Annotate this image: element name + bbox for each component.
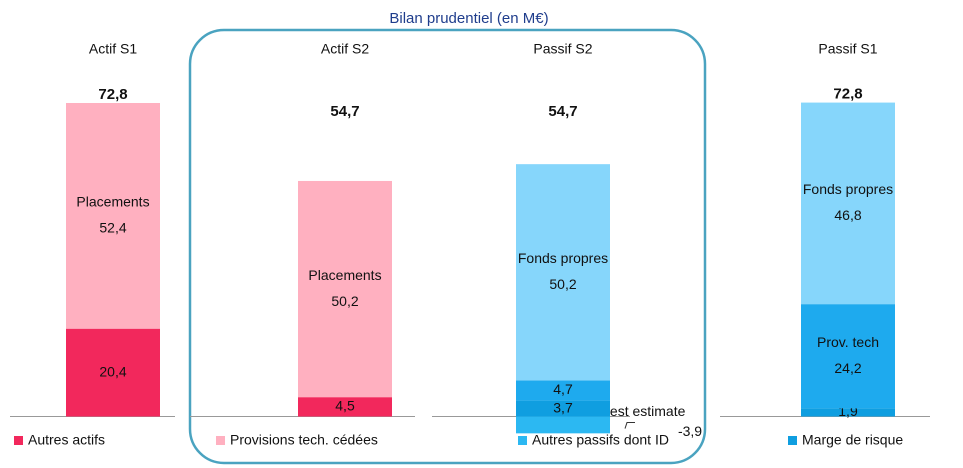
value-label: 50,2 bbox=[549, 276, 576, 292]
leader-line bbox=[624, 422, 635, 429]
segment-label: Placements bbox=[76, 194, 149, 210]
bar-segment bbox=[516, 400, 610, 417]
value-label: 46,8 bbox=[834, 207, 861, 223]
bar-segment bbox=[801, 102, 895, 305]
segment-label: Prov. tech bbox=[817, 334, 879, 350]
legend-swatch bbox=[14, 436, 23, 445]
value-label: 50,2 bbox=[331, 293, 358, 309]
legend-label: Provisions tech. cédées bbox=[230, 432, 378, 448]
bar-segment bbox=[298, 397, 392, 417]
legend-swatch bbox=[788, 436, 797, 445]
x-tick-label: Actif S2 bbox=[321, 41, 369, 57]
bar-segment bbox=[516, 416, 610, 434]
x-tick-label: Actif S1 bbox=[89, 41, 137, 57]
legend-label: Autres passifs dont ID bbox=[532, 432, 669, 448]
total-label: 54,7 bbox=[330, 103, 359, 120]
value-label: 4,7 bbox=[553, 381, 573, 397]
chart-title: Bilan prudentiel (en M€) bbox=[389, 10, 548, 27]
bar-segment bbox=[516, 164, 610, 381]
total-label: 54,7 bbox=[548, 103, 577, 120]
x-tick-label: Passif S2 bbox=[533, 41, 592, 57]
bar-segment bbox=[801, 408, 895, 417]
x-tick-label: Passif S1 bbox=[818, 41, 877, 57]
value-label: -3,9 bbox=[678, 423, 702, 439]
bar-segment bbox=[66, 103, 160, 329]
bar-segment bbox=[801, 304, 895, 409]
bar-segment bbox=[298, 180, 392, 398]
value-label: 20,4 bbox=[99, 363, 126, 379]
legend-label: Autres actifs bbox=[28, 432, 105, 448]
segment-label: Fonds propres bbox=[803, 181, 893, 197]
total-label: 72,8 bbox=[98, 86, 127, 103]
value-label: 52,4 bbox=[99, 220, 126, 236]
legend-swatch bbox=[216, 436, 225, 445]
segment-label: Fonds propres bbox=[518, 250, 608, 266]
highlight-frame bbox=[188, 28, 707, 465]
legend-label: Marge de risque bbox=[802, 432, 903, 448]
legend-swatch bbox=[518, 436, 527, 445]
value-label: 3,7 bbox=[553, 399, 573, 415]
segment-label: Placements bbox=[308, 267, 381, 283]
bar-segment bbox=[66, 328, 160, 417]
value-label: 24,2 bbox=[834, 360, 861, 376]
segment-label: Best estimate bbox=[601, 403, 686, 419]
value-label: 4,5 bbox=[335, 398, 355, 414]
total-label: 72,8 bbox=[833, 86, 862, 103]
bar-segment bbox=[516, 380, 610, 401]
